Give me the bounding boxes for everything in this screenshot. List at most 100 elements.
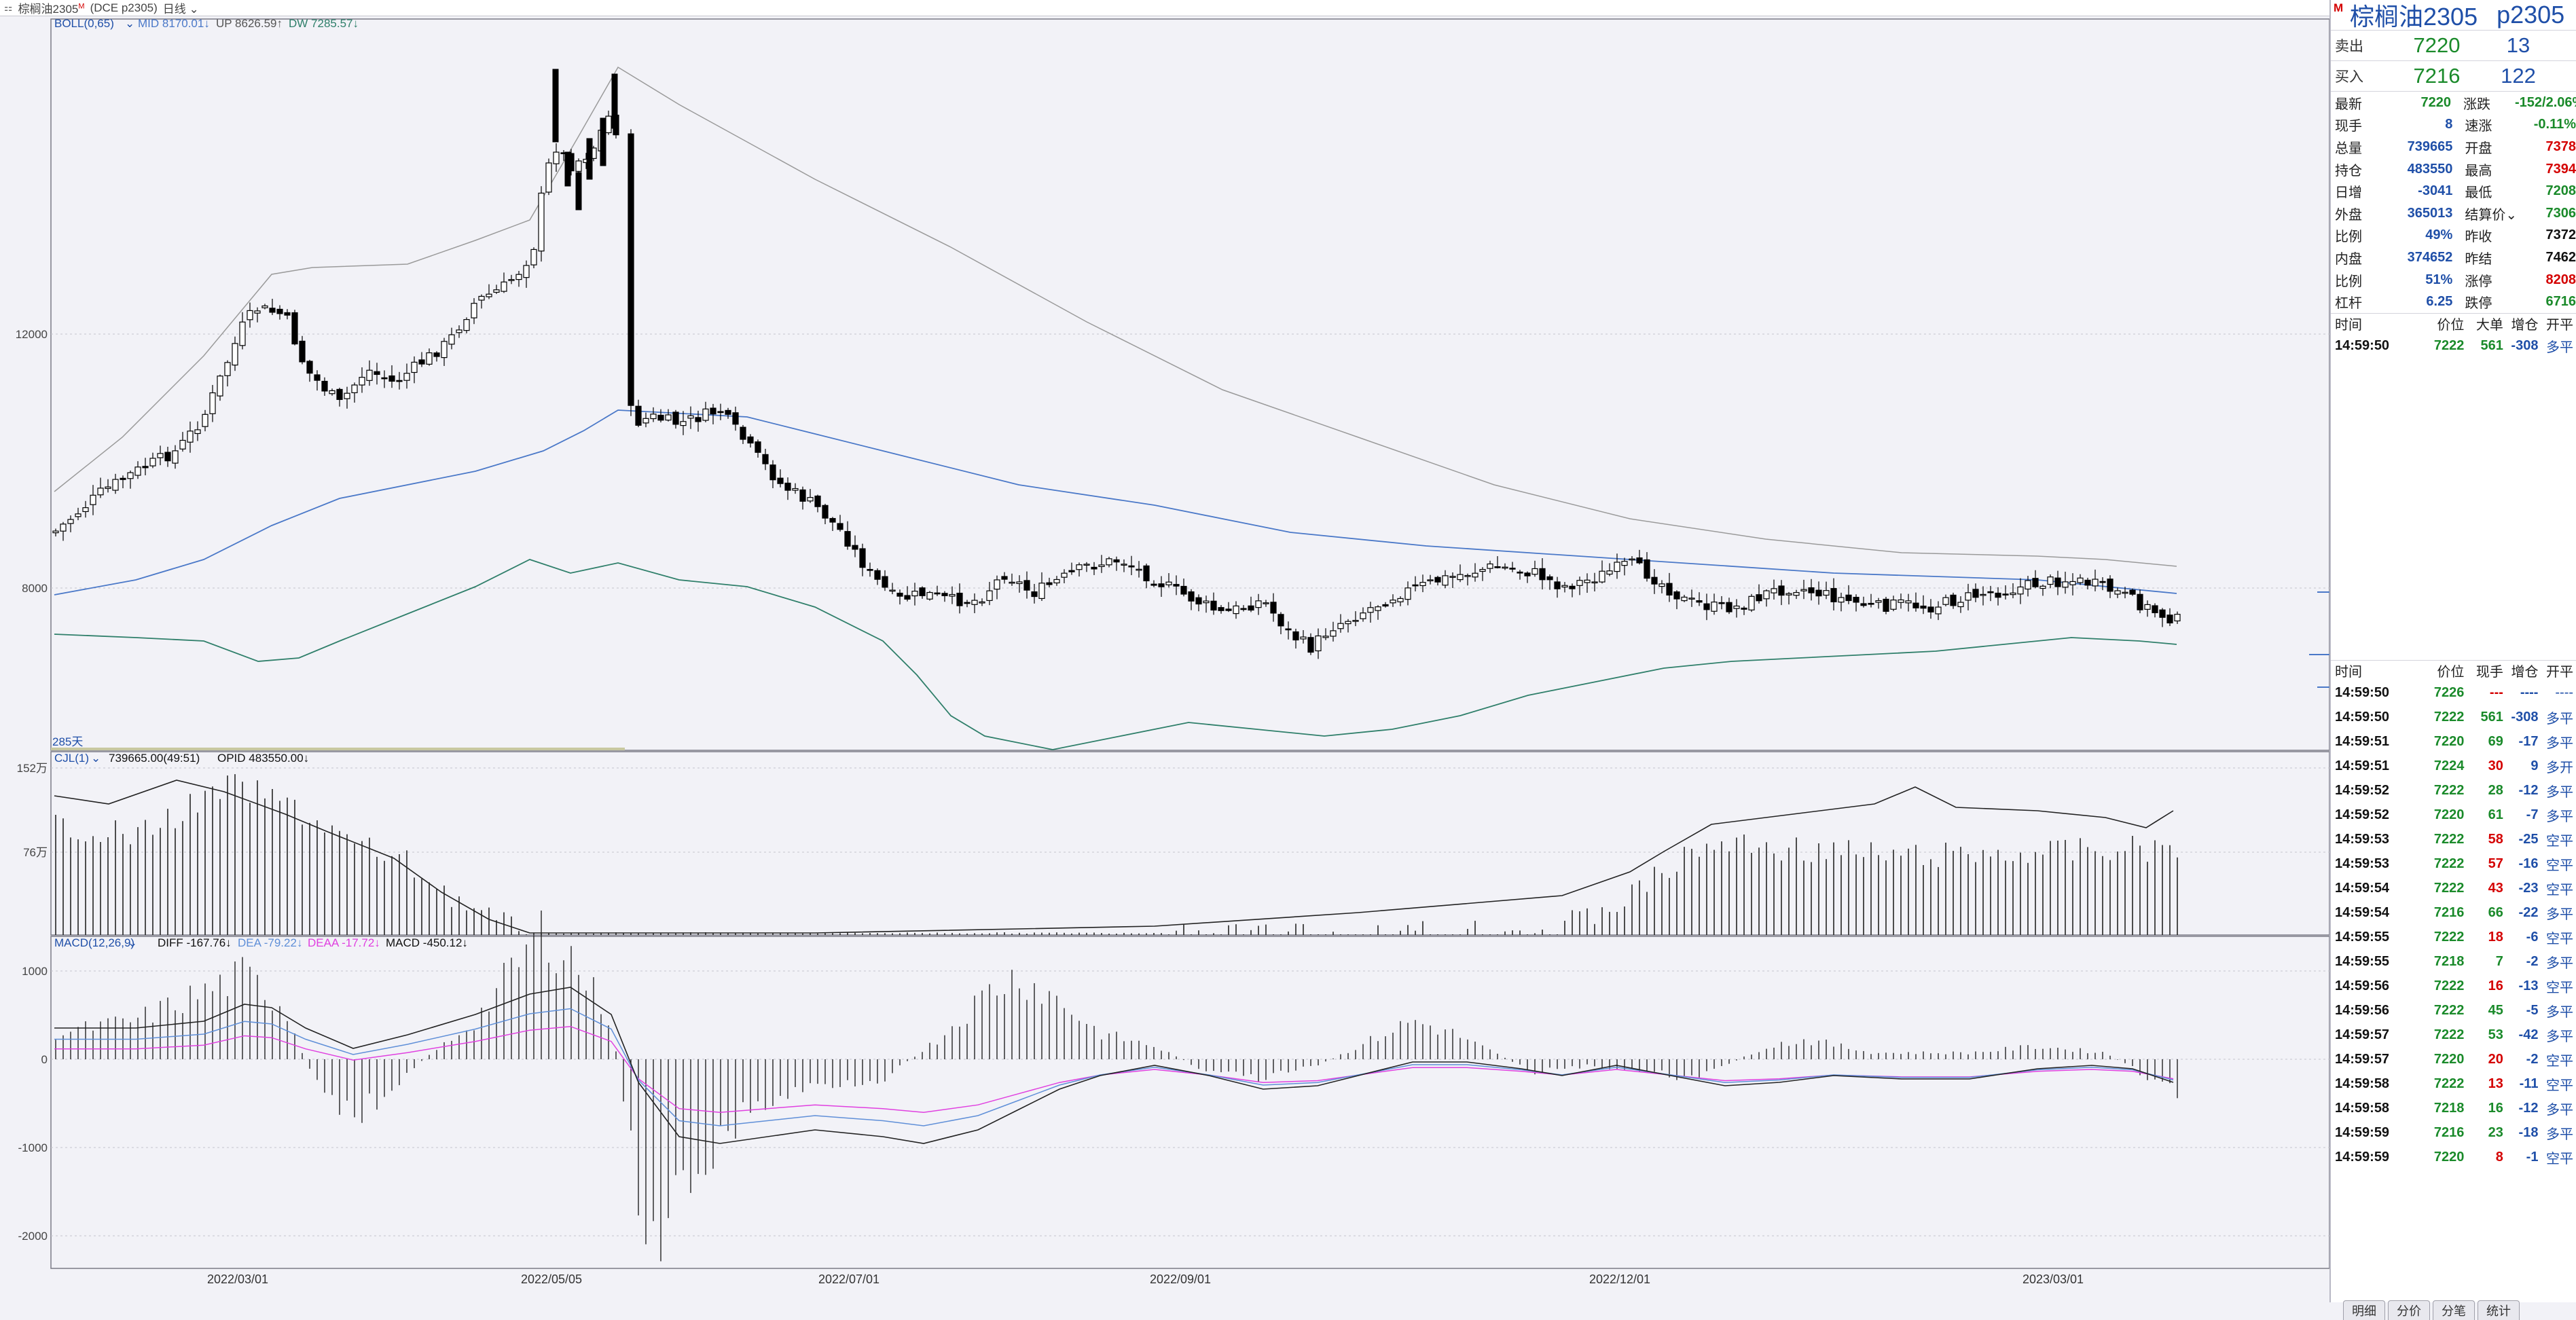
tick-row[interactable]: 14:59:57 7220 20 -2 空平 [2331,1048,2576,1072]
tick-row[interactable]: 14:59:54 7216 66 -22 多平 [2331,901,2576,925]
candle-body [2010,592,2016,595]
candle-body [448,334,455,345]
candle-body [1875,600,1882,603]
tick-row[interactable]: 14:59:52 7220 61 -7 多平 [2331,803,2576,828]
tick-row[interactable]: 14:59:55 7222 18 -6 空平 [2331,925,2576,950]
column-header: 开平 [2546,665,2574,680]
tab-1[interactable]: 分价 [2388,1300,2430,1320]
tick-price: 7222 [2433,930,2465,945]
macd-dea-line [54,1008,2174,1126]
tick-row[interactable]: 14:59:57 7222 53 -42 多平 [2331,1023,2576,1048]
tick-row[interactable]: 14:59:56 7222 16 -13 空平 [2331,974,2576,999]
candle-body [2032,578,2039,587]
tab-2[interactable]: 分笔 [2433,1300,2475,1320]
macd-histogram [55,910,2178,1262]
column-header: 时间 [2335,318,2362,333]
tick-row[interactable]: 14:59:50 7226 --- ---- ---- [2331,681,2576,705]
candle-body [336,388,343,400]
chart-area[interactable]: BOLL(0,65) ⌄ MID 8170.01↓ UP 8626.59↑ DW… [0,16,2330,1304]
tick-row[interactable]: 14:59:53 7222 58 -25 空平 [2331,828,2576,852]
sell-volume: 13 [2506,33,2530,57]
candle-body [299,340,306,363]
contract-code[interactable]: p2305 [2497,1,2565,29]
tick-row[interactable]: 14:59:50 7222 561 -308 多平 [2331,334,2576,359]
tick-row[interactable]: 14:59:59 7220 8 -1 空平 [2331,1145,2576,1170]
cjl-name[interactable]: CJL(1) [54,752,89,765]
candle-body [463,318,470,331]
tick-row[interactable]: 14:59:59 7216 23 -18 多平 [2331,1121,2576,1145]
candle-body [1083,564,1090,566]
candle-body [600,117,606,166]
cjl-dropdown-icon[interactable]: ⌄ [91,752,101,765]
tick-time: 14:59:58 [2335,1101,2390,1116]
candle-body [807,497,814,502]
candle-body [553,151,560,164]
candle-body [1651,576,1658,585]
candle-body [575,160,582,172]
stat-value-2: 7462 [2545,249,2576,265]
candle-body [657,414,664,421]
candle-body [1218,607,1224,611]
open-interest-line [54,780,2174,934]
candle-body [1741,607,1747,610]
tick-volume: 61 [2488,807,2503,823]
stat-value-2: 7208 [2545,183,2576,199]
candle-body [67,519,74,524]
candle-body [1681,596,1688,602]
stat-label-2[interactable]: 结算价⌄ [2465,207,2518,223]
candle-body [1248,605,1254,611]
candle-body [867,568,873,571]
tick-row[interactable]: 14:59:54 7222 43 -23 空平 [2331,877,2576,901]
candle-body [2025,580,2031,590]
macd-dropdown-icon[interactable]: ⌄ [128,936,137,949]
boll-mid-label: MID 8170.01↓ [138,17,210,30]
tick-row[interactable]: 14:59:51 7220 69 -17 多平 [2331,730,2576,754]
kline-chart[interactable]: BOLL(0,65) ⌄ MID 8170.01↓ UP 8626.59↑ DW… [0,16,2330,1304]
symbol-label[interactable]: 棕榈油2305M [18,0,85,16]
candle-body [1800,589,1807,591]
candle-body [1300,636,1307,640]
buy-price[interactable]: 7216 [2413,64,2461,88]
candle-body [1009,581,1015,584]
candle-body [1621,561,1628,566]
stat-label-2: 开盘 [2465,141,2492,156]
tick-price: 7218 [2433,954,2465,970]
stat-row: 比例 51% 涨停 8208 [2331,269,2576,291]
tick-row[interactable]: 14:59:58 7218 16 -12 多平 [2331,1097,2576,1121]
boll-name[interactable]: BOLL(0,65) [54,17,114,30]
candle-body [232,343,238,366]
sell-price[interactable]: 7220 [2413,33,2461,57]
y-label-0: 0 [41,1053,48,1066]
tick-row[interactable]: 14:59:53 7222 57 -16 空平 [2331,852,2576,877]
tick-type: 空平 [2546,1078,2574,1094]
tick-row[interactable]: 14:59:50 7222 561 -308 多平 [2331,705,2576,730]
tab-0[interactable]: 明细 [2343,1300,2385,1320]
boll-dropdown-icon[interactable]: ⌄ [125,17,134,30]
candle-body [1375,606,1381,611]
candle-body [2114,590,2121,595]
buy-row[interactable]: 买入 7216 122 [2331,61,2576,92]
candle-body [2054,577,2061,587]
tick-row[interactable]: 14:59:51 7224 30 9 多开 [2331,754,2576,779]
candle-body [1509,568,1516,570]
contract-name[interactable]: 棕榈油2305 [2350,3,2478,31]
candle-body [97,488,104,496]
stat-value: 7220 [2420,94,2452,110]
period-selector[interactable]: 日线 ⌄ [163,0,199,16]
tick-price: 7222 [2433,783,2465,799]
macd-name[interactable]: MACD(12,26,9) [54,936,134,949]
tick-oi-change: -12 [2518,783,2539,799]
candle-body [799,489,806,502]
candle-body [306,361,313,374]
tab-3[interactable]: 统计 [2478,1300,2520,1320]
tick-row[interactable]: 14:59:56 7222 45 -5 多平 [2331,999,2576,1023]
tick-time: 14:59:52 [2335,783,2390,799]
tick-time: 14:59:53 [2335,832,2390,847]
tick-row[interactable]: 14:59:55 7218 7 -2 多平 [2331,950,2576,974]
y-label-152: 152万 [17,762,48,775]
stat-label-2: 最低 [2465,185,2492,201]
tick-row[interactable]: 14:59:52 7222 28 -12 多平 [2331,779,2576,803]
tick-row[interactable]: 14:59:58 7222 13 -11 空平 [2331,1072,2576,1097]
sell-row[interactable]: 卖出 7220 13 [2331,31,2576,61]
macd-indicator-header: MACD(12,26,9) ⌄ DIFF -167.76↓ DEA -79.22… [54,936,468,949]
